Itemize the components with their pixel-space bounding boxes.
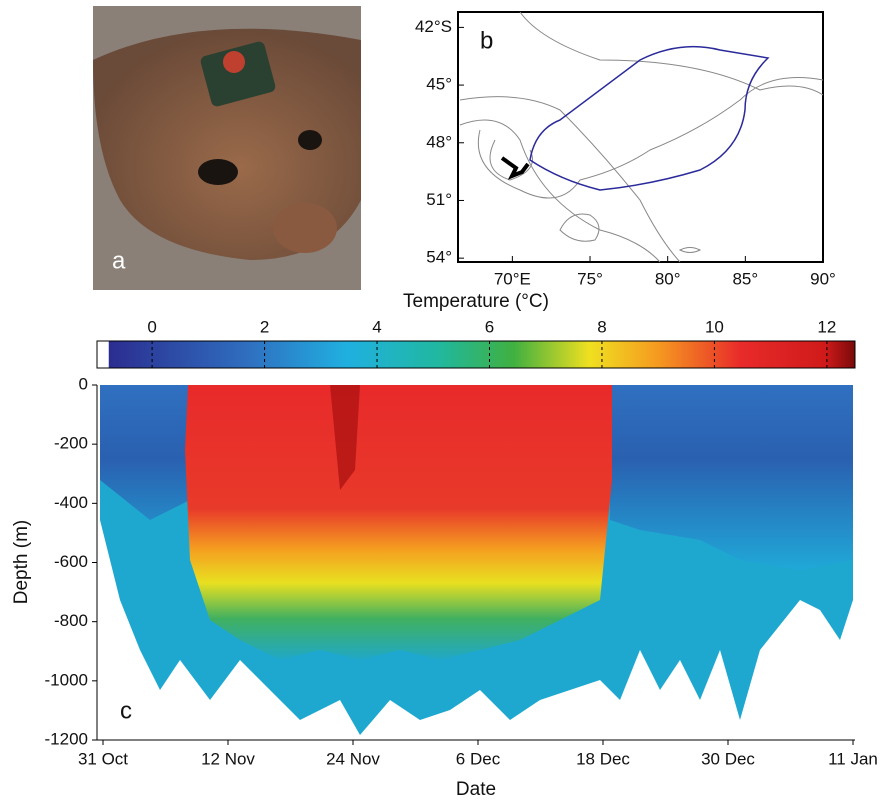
y-tick-label: -800	[54, 611, 88, 630]
x-tick-label: 24 Nov	[326, 749, 380, 768]
x-tick-label: 31 Oct	[78, 749, 128, 768]
x-tick-label: 85°	[732, 269, 758, 288]
x-tick-label: 11 Jan	[828, 749, 878, 768]
x-tick-label: 90°	[810, 269, 836, 288]
colorbar-tick-label: 12	[817, 317, 836, 336]
y-tick-label: 42°S	[415, 17, 452, 36]
colorbar-tick-label: 10	[705, 317, 724, 336]
panel-label: b	[480, 27, 493, 54]
y-tick-label: 48°	[426, 132, 452, 151]
y-tick-label: 54°	[426, 248, 452, 267]
y-tick-label: -200	[54, 434, 88, 453]
y-tick-label: -1200	[45, 729, 88, 748]
colorbar-tick-label: 6	[485, 317, 494, 336]
x-tick-label: 70°E	[494, 269, 531, 288]
colorbar-tick-label: 8	[597, 317, 606, 336]
y-tick-label: -400	[54, 493, 88, 512]
panel-label: a	[112, 247, 126, 274]
section-plot: c Date Depth (m) 0 -200 -400 -600 -800 -1000 -…	[11, 374, 878, 800]
colorbar-title: Temperature (°C)	[403, 291, 549, 312]
y-tick-label: 0	[79, 374, 88, 393]
x-tick-label: 80°	[655, 269, 681, 288]
y-tick-label: 45°	[426, 75, 452, 94]
colorbar-tick-label: 0	[147, 317, 156, 336]
x-tick-label: 75°	[577, 269, 603, 288]
x-axis-label: Date	[456, 779, 496, 800]
x-tick-label: 6 Dec	[456, 749, 501, 768]
y-tick-label: -600	[54, 552, 88, 571]
y-axis-label: Depth (m)	[11, 520, 32, 604]
x-tick-label: 12 Nov	[201, 749, 255, 768]
y-tick-label: 51°	[426, 190, 452, 209]
colorbar-tick-label: 2	[260, 317, 269, 336]
colorbar-tick-label: 4	[372, 317, 381, 336]
y-tick-label: -1000	[45, 670, 88, 689]
x-tick-label: 18 Dec	[576, 749, 630, 768]
map: b 70°E 75° 80° 85° 90° 42°S 45° 48° 51° 54°	[415, 11, 836, 288]
x-tick-label: 30 Dec	[701, 749, 755, 768]
colorbar: Temperature (°C) 0 2 4 6 8 10 12	[96, 291, 856, 369]
photo: a	[93, 6, 361, 290]
panel-label: c	[120, 697, 132, 724]
